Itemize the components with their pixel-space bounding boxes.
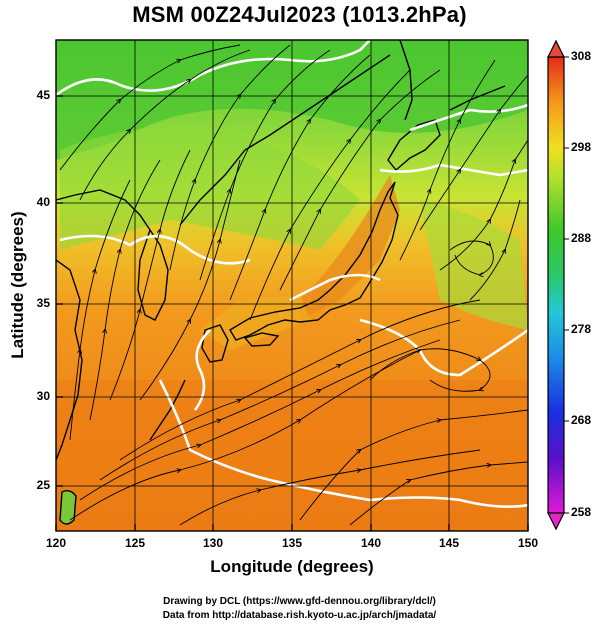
colorbar-tick-label: 288	[571, 231, 592, 245]
y-tick-label: 45	[36, 88, 50, 102]
colorbar-tick-label: 278	[571, 322, 592, 336]
plot-frame	[55, 39, 529, 532]
japan-warm-patch	[200, 295, 310, 350]
graticule	[56, 40, 528, 531]
colorbar-tick-label: 268	[571, 413, 592, 427]
colorbar-tick-label: 258	[571, 505, 592, 519]
x-tick-label: 130	[202, 536, 224, 550]
y-tick-label: 30	[36, 389, 50, 403]
x-tick-label: 135	[281, 536, 303, 550]
credit-data: Data from http://database.rish.kyoto-u.a…	[162, 610, 437, 621]
map-title: MSM 00Z24Jul2023 (1013.2hPa)	[132, 2, 467, 27]
x-tick-label: 145	[438, 536, 460, 550]
x-tick-label: 120	[45, 536, 67, 550]
colorbar	[547, 39, 569, 531]
y-tick-label: 40	[36, 195, 50, 209]
x-axis-label: Longitude (degrees)	[210, 557, 374, 576]
credit-drawing: Drawing by DCL (https://www.gfd-dennou.o…	[163, 596, 436, 607]
colorbar-tick-label: 298	[571, 140, 592, 154]
colorbar-top-triangle	[547, 39, 565, 58]
colorbar-bottom-triangle	[547, 512, 565, 531]
y-tick-label: 35	[36, 296, 50, 310]
wind-streamlines	[59, 44, 528, 526]
y-axis-label: Latitude (degrees)	[8, 211, 27, 359]
ocean-cool-patch	[420, 200, 528, 330]
x-tick-label: 125	[124, 536, 146, 550]
x-tick-label: 150	[517, 536, 539, 550]
colorbar-tick-label: 308	[571, 49, 592, 63]
taiwan-patch	[60, 490, 76, 524]
y-tick-label: 25	[36, 478, 50, 492]
x-tick-label: 140	[360, 536, 382, 550]
